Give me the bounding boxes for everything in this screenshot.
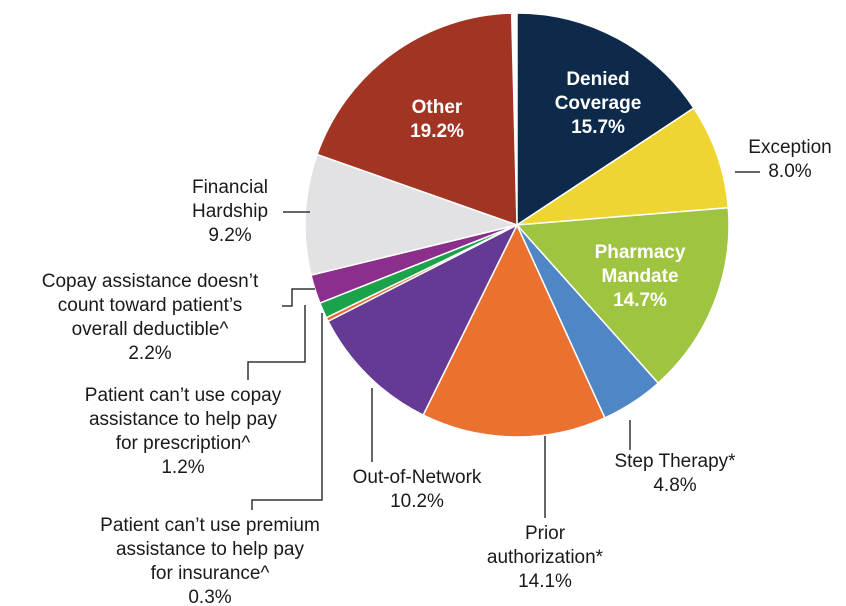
slice-label: overall deductible^ bbox=[72, 319, 229, 340]
pie-slice bbox=[327, 223, 519, 417]
slice-label: count toward patient’s bbox=[58, 295, 243, 316]
slice-label: Financial bbox=[192, 177, 268, 198]
pie-slice bbox=[422, 223, 606, 438]
slice-label: Patient can’t use premium bbox=[100, 515, 320, 536]
slice-label: for prescription^ bbox=[116, 433, 251, 454]
leader-line bbox=[282, 288, 315, 307]
slice-label: for insurance^ bbox=[151, 563, 270, 584]
value-label: 0.3% bbox=[188, 587, 231, 606]
pie-slice bbox=[516, 12, 695, 227]
slice-label: Patient can’t use copay bbox=[85, 385, 282, 406]
value-label: 2.2% bbox=[128, 343, 171, 364]
slice-label: Mandate bbox=[601, 266, 678, 287]
value-label: 9.2% bbox=[208, 225, 251, 246]
value-label: 14.1% bbox=[518, 571, 572, 592]
slice-label: Denied bbox=[566, 69, 629, 90]
pie-slice bbox=[516, 107, 730, 226]
slice-label: Coverage bbox=[555, 93, 642, 114]
value-label: 14.7% bbox=[613, 290, 667, 311]
value-label: 4.8% bbox=[653, 475, 696, 496]
leader-line bbox=[247, 305, 306, 380]
leader-line bbox=[251, 313, 323, 510]
slice-label: Other bbox=[412, 97, 463, 118]
value-label: 10.2% bbox=[390, 491, 444, 512]
pie-slice bbox=[304, 153, 520, 277]
value-label: 1.2% bbox=[161, 457, 204, 478]
slice-label: Out-of-Network bbox=[353, 467, 482, 488]
slice-label: assistance to help pay bbox=[89, 409, 278, 430]
slice-label: Pharmacy bbox=[595, 242, 686, 263]
slice-label: assistance to help pay bbox=[116, 539, 305, 560]
slice-label: Prior bbox=[525, 523, 566, 544]
slice-label: Copay assistance doesn’t bbox=[42, 271, 259, 292]
slice-label: Hardship bbox=[192, 201, 268, 222]
value-label: 15.7% bbox=[571, 117, 625, 138]
slice-label: Exception bbox=[748, 137, 831, 158]
value-label: 19.2% bbox=[410, 121, 464, 142]
slice-label: Step Therapy* bbox=[614, 451, 736, 472]
slice-label: authorization* bbox=[487, 547, 604, 568]
pie-slice bbox=[316, 12, 518, 227]
value-label: 8.0% bbox=[768, 161, 811, 182]
pie-slice bbox=[515, 206, 730, 385]
